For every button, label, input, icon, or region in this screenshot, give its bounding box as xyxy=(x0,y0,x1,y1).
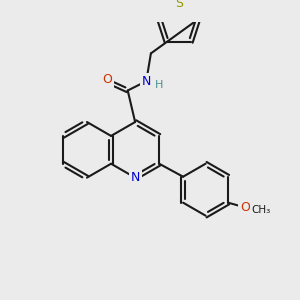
Text: H: H xyxy=(155,80,164,90)
Text: S: S xyxy=(175,0,183,10)
Text: CH₃: CH₃ xyxy=(252,205,271,215)
Text: N: N xyxy=(130,171,140,184)
Text: N: N xyxy=(142,75,151,88)
Text: O: O xyxy=(240,201,250,214)
Text: O: O xyxy=(102,73,112,86)
